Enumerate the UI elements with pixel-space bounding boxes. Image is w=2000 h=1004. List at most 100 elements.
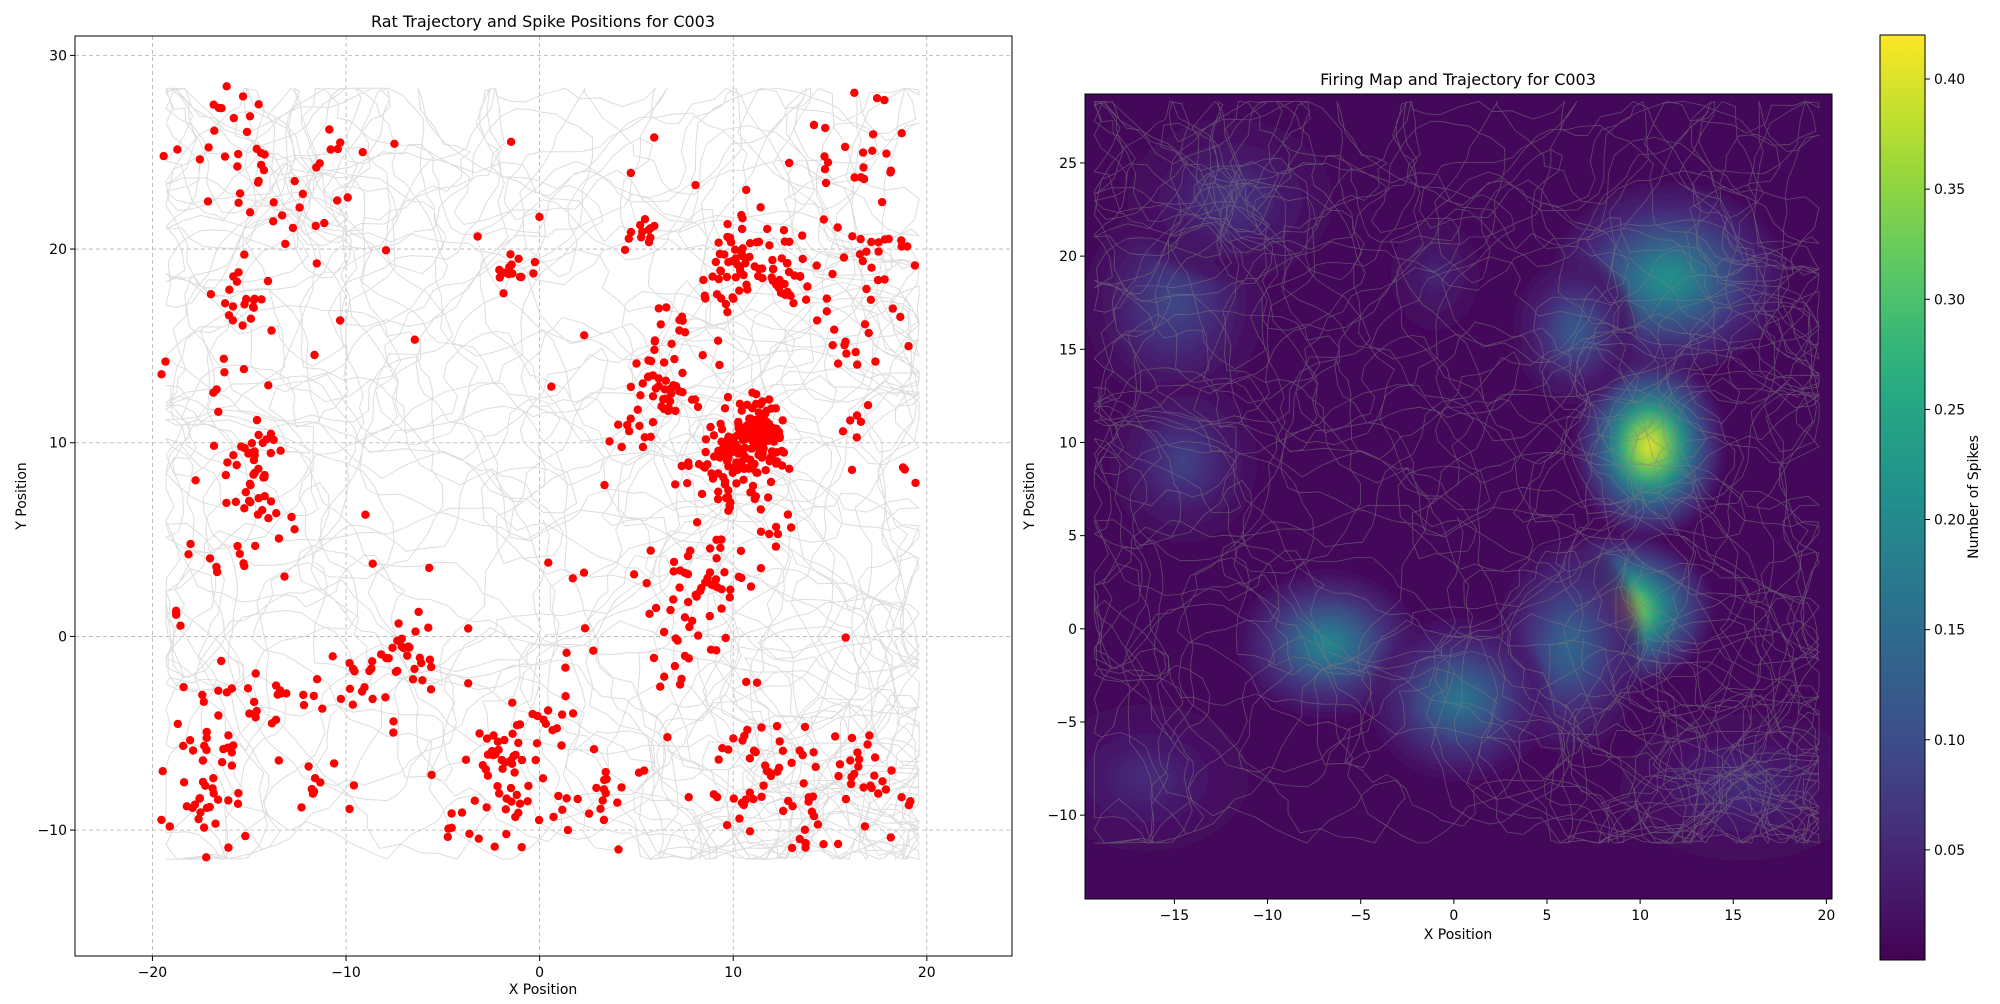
spike-point: [176, 621, 185, 630]
spike-point: [852, 411, 862, 420]
spike-point: [735, 814, 744, 823]
heatmap-hotspot-level: [1136, 770, 1157, 786]
spike-point: [803, 282, 812, 291]
spike-point: [873, 275, 883, 285]
spike-point: [240, 561, 249, 571]
spike-point: [859, 163, 868, 172]
spike-point: [838, 427, 848, 436]
spike-point: [234, 198, 243, 207]
spike-point: [847, 465, 857, 475]
spike-point: [234, 149, 243, 159]
spike-point: [783, 287, 792, 297]
spike-point: [470, 796, 479, 805]
spike-point: [868, 146, 877, 155]
spike-point: [724, 432, 733, 441]
spike-point: [188, 746, 198, 755]
spike-point: [202, 733, 211, 743]
spike-point: [716, 266, 725, 275]
spike-point: [711, 575, 721, 584]
spike-point: [493, 782, 502, 791]
spike-point: [269, 217, 278, 226]
colorbar-ticks: 0.05 0.10 0.15 0.20 0.25 0.30 0.35 0.40: [1925, 72, 1965, 859]
spike-point: [613, 798, 622, 807]
left-y-tick-label: 20: [49, 242, 67, 258]
spike-point: [860, 320, 870, 329]
spike-point: [779, 806, 788, 816]
spike-point: [312, 675, 322, 684]
spike-point: [772, 721, 782, 731]
left-y-tick-label: 10: [49, 436, 67, 452]
spike-point: [669, 595, 678, 604]
spike-point: [250, 468, 259, 478]
spike-point: [244, 496, 254, 506]
spike-point: [426, 685, 436, 694]
spike-point: [524, 781, 533, 791]
spike-point: [349, 781, 359, 790]
spike-point: [732, 479, 741, 488]
spike-point: [754, 408, 763, 417]
spike-point: [864, 328, 873, 338]
spike-point: [771, 542, 781, 551]
heatmap-hotspot-level: [1176, 452, 1192, 470]
spike-point: [198, 756, 208, 765]
spike-point: [745, 252, 754, 262]
spike-point: [742, 677, 751, 687]
spike-point: [762, 417, 772, 427]
spike-point: [224, 311, 234, 320]
spike-point: [290, 525, 299, 534]
spike-point: [558, 805, 567, 814]
spike-point: [904, 342, 913, 351]
spike-point: [731, 273, 740, 282]
spike-point: [318, 704, 327, 713]
spike-point: [299, 700, 309, 710]
spike-point: [768, 276, 778, 285]
spike-point: [675, 387, 684, 396]
spike-point: [311, 221, 320, 231]
spike-point: [411, 627, 420, 636]
left-spikes: [157, 82, 920, 862]
spike-point: [787, 758, 796, 768]
spike-point: [408, 675, 418, 684]
spike-point: [271, 715, 281, 724]
spike-point: [264, 381, 273, 390]
spike-point: [868, 130, 878, 139]
spike-point: [698, 351, 707, 360]
spike-point: [684, 793, 693, 802]
spike-point: [719, 473, 728, 482]
spike-point: [495, 265, 504, 275]
right-y-tick-label: 20: [1059, 249, 1077, 265]
spike-point: [742, 185, 751, 195]
spike-point: [769, 264, 778, 274]
spike-point: [856, 417, 866, 426]
spike-point: [786, 523, 796, 532]
spike-point: [739, 270, 748, 280]
spike-point: [563, 825, 573, 835]
spike-point: [692, 592, 701, 601]
spike-point: [165, 822, 174, 831]
right-y-tick-label: −10: [1047, 808, 1077, 824]
spike-point: [263, 276, 273, 286]
spike-point: [745, 788, 755, 797]
spike-point: [493, 737, 503, 746]
spike-point: [345, 659, 354, 668]
spike-point: [874, 247, 883, 256]
spike-point: [751, 492, 760, 501]
spike-point: [739, 475, 748, 484]
spike-point: [766, 434, 775, 443]
spike-point: [217, 758, 227, 767]
spike-point: [600, 775, 609, 785]
spike-point: [533, 711, 542, 721]
spike-point: [482, 734, 492, 743]
spike-point: [778, 416, 787, 425]
spike-point: [599, 815, 609, 825]
spike-point: [217, 656, 226, 666]
spike-point: [795, 834, 804, 844]
spike-point: [410, 664, 419, 674]
spike-point: [257, 295, 266, 304]
spike-point: [754, 237, 764, 246]
spike-point: [410, 335, 419, 344]
spike-point: [504, 269, 513, 279]
spike-point: [683, 569, 693, 579]
spike-point: [212, 567, 222, 577]
spike-point: [447, 823, 456, 832]
